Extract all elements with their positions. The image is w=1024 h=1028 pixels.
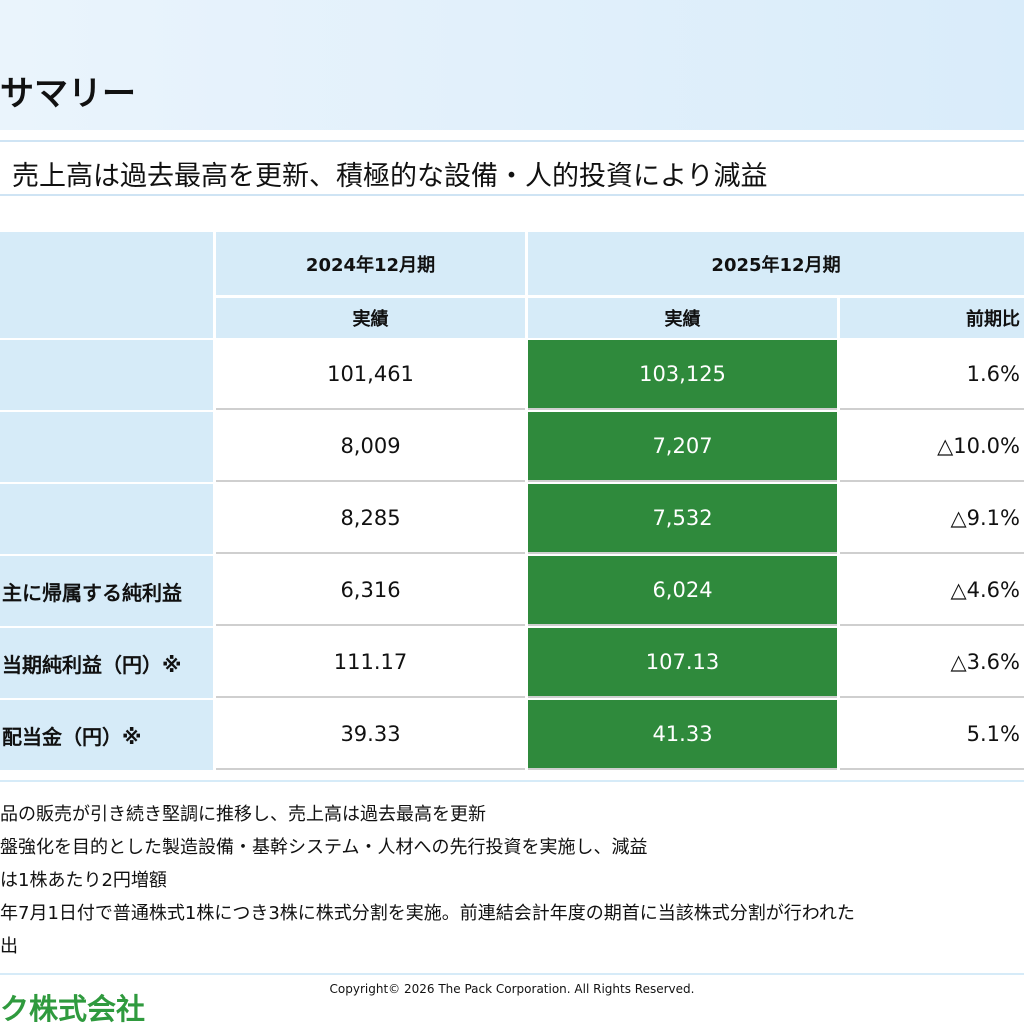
- period-header: 2024年12月期: [216, 232, 525, 295]
- table-cell: 103,125: [528, 340, 837, 410]
- sub-header: 実績: [216, 298, 525, 338]
- note-line: 盤強化を目的とした製造設備・基幹システム・人材への先行投資を実施し、減益: [0, 837, 648, 858]
- table-cell: 8,009: [216, 412, 525, 482]
- table-cell: 7,532: [528, 484, 837, 554]
- table-cell: 41.33: [528, 700, 837, 770]
- note-line: 品の販売が引き続き堅調に推移し、売上高は過去最高を更新: [0, 804, 486, 825]
- table-cell: 107.13: [528, 628, 837, 698]
- sub-header: 実績: [528, 298, 837, 338]
- logo: ク株式会社: [0, 992, 146, 1026]
- row-label: [0, 340, 213, 410]
- table-cell: 8,285: [216, 484, 525, 554]
- row-label: 配当金（円）※: [0, 700, 213, 770]
- subtitle: 売上高は過去最高を更新、積極的な設備・人的投資により減益: [0, 140, 1024, 196]
- row-label: [0, 484, 213, 554]
- header-band: [0, 0, 1024, 130]
- table-cell: △3.6%: [840, 628, 1024, 698]
- sub-header: 前期比: [840, 298, 1024, 338]
- note-line: は1株あたり2円増額: [0, 870, 167, 891]
- header-cell: [0, 232, 213, 338]
- table-cell: △10.0%: [840, 412, 1024, 482]
- divider: [0, 973, 1024, 975]
- table-cell: 5.1%: [840, 700, 1024, 770]
- table-cell: 101,461: [216, 340, 525, 410]
- table-cell: 6,316: [216, 556, 525, 626]
- period-header: 2025年12月期: [528, 232, 1024, 295]
- title: サマリー: [0, 74, 136, 114]
- table-cell: △4.6%: [840, 556, 1024, 626]
- row-label: 主に帰属する純利益: [0, 556, 213, 626]
- table-cell: 1.6%: [840, 340, 1024, 410]
- copyright: Copyright© 2026 The Pack Corporation. Al…: [329, 982, 695, 996]
- table-cell: △9.1%: [840, 484, 1024, 554]
- table-cell: 111.17: [216, 628, 525, 698]
- divider: [0, 780, 1024, 782]
- note-line: 出: [0, 936, 18, 957]
- table-cell: 7,207: [528, 412, 837, 482]
- row-label: [0, 412, 213, 482]
- row-label: 当期純利益（円）※: [0, 628, 213, 698]
- note-line: 年7月1日付で普通株式1株につき3株に株式分割を実施。前連結会計年度の期首に当該…: [0, 903, 855, 924]
- table-cell: 6,024: [528, 556, 837, 626]
- table-cell: 39.33: [216, 700, 525, 770]
